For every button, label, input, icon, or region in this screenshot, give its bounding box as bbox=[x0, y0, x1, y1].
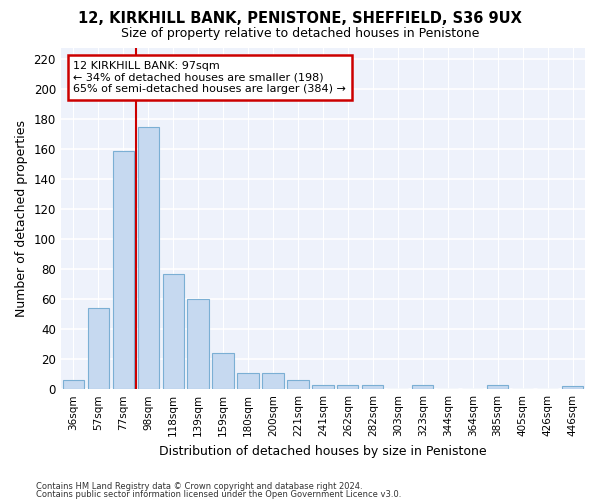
Bar bbox=[562, 386, 583, 389]
X-axis label: Distribution of detached houses by size in Penistone: Distribution of detached houses by size … bbox=[159, 444, 487, 458]
Text: 12, KIRKHILL BANK, PENISTONE, SHEFFIELD, S36 9UX: 12, KIRKHILL BANK, PENISTONE, SHEFFIELD,… bbox=[78, 11, 522, 26]
Bar bbox=[337, 384, 358, 389]
Y-axis label: Number of detached properties: Number of detached properties bbox=[15, 120, 28, 317]
Text: Contains public sector information licensed under the Open Government Licence v3: Contains public sector information licen… bbox=[36, 490, 401, 499]
Text: Contains HM Land Registry data © Crown copyright and database right 2024.: Contains HM Land Registry data © Crown c… bbox=[36, 482, 362, 491]
Bar bbox=[163, 274, 184, 389]
Bar bbox=[312, 384, 334, 389]
Bar bbox=[137, 127, 159, 389]
Text: Size of property relative to detached houses in Penistone: Size of property relative to detached ho… bbox=[121, 26, 479, 40]
Bar bbox=[487, 384, 508, 389]
Text: 12 KIRKHILL BANK: 97sqm
← 34% of detached houses are smaller (198)
65% of semi-d: 12 KIRKHILL BANK: 97sqm ← 34% of detache… bbox=[73, 61, 346, 94]
Bar bbox=[262, 372, 284, 389]
Bar bbox=[113, 151, 134, 389]
Bar bbox=[238, 372, 259, 389]
Bar bbox=[212, 353, 233, 389]
Bar bbox=[362, 384, 383, 389]
Bar bbox=[412, 384, 433, 389]
Bar bbox=[187, 300, 209, 389]
Bar bbox=[88, 308, 109, 389]
Bar bbox=[62, 380, 84, 389]
Bar bbox=[287, 380, 308, 389]
